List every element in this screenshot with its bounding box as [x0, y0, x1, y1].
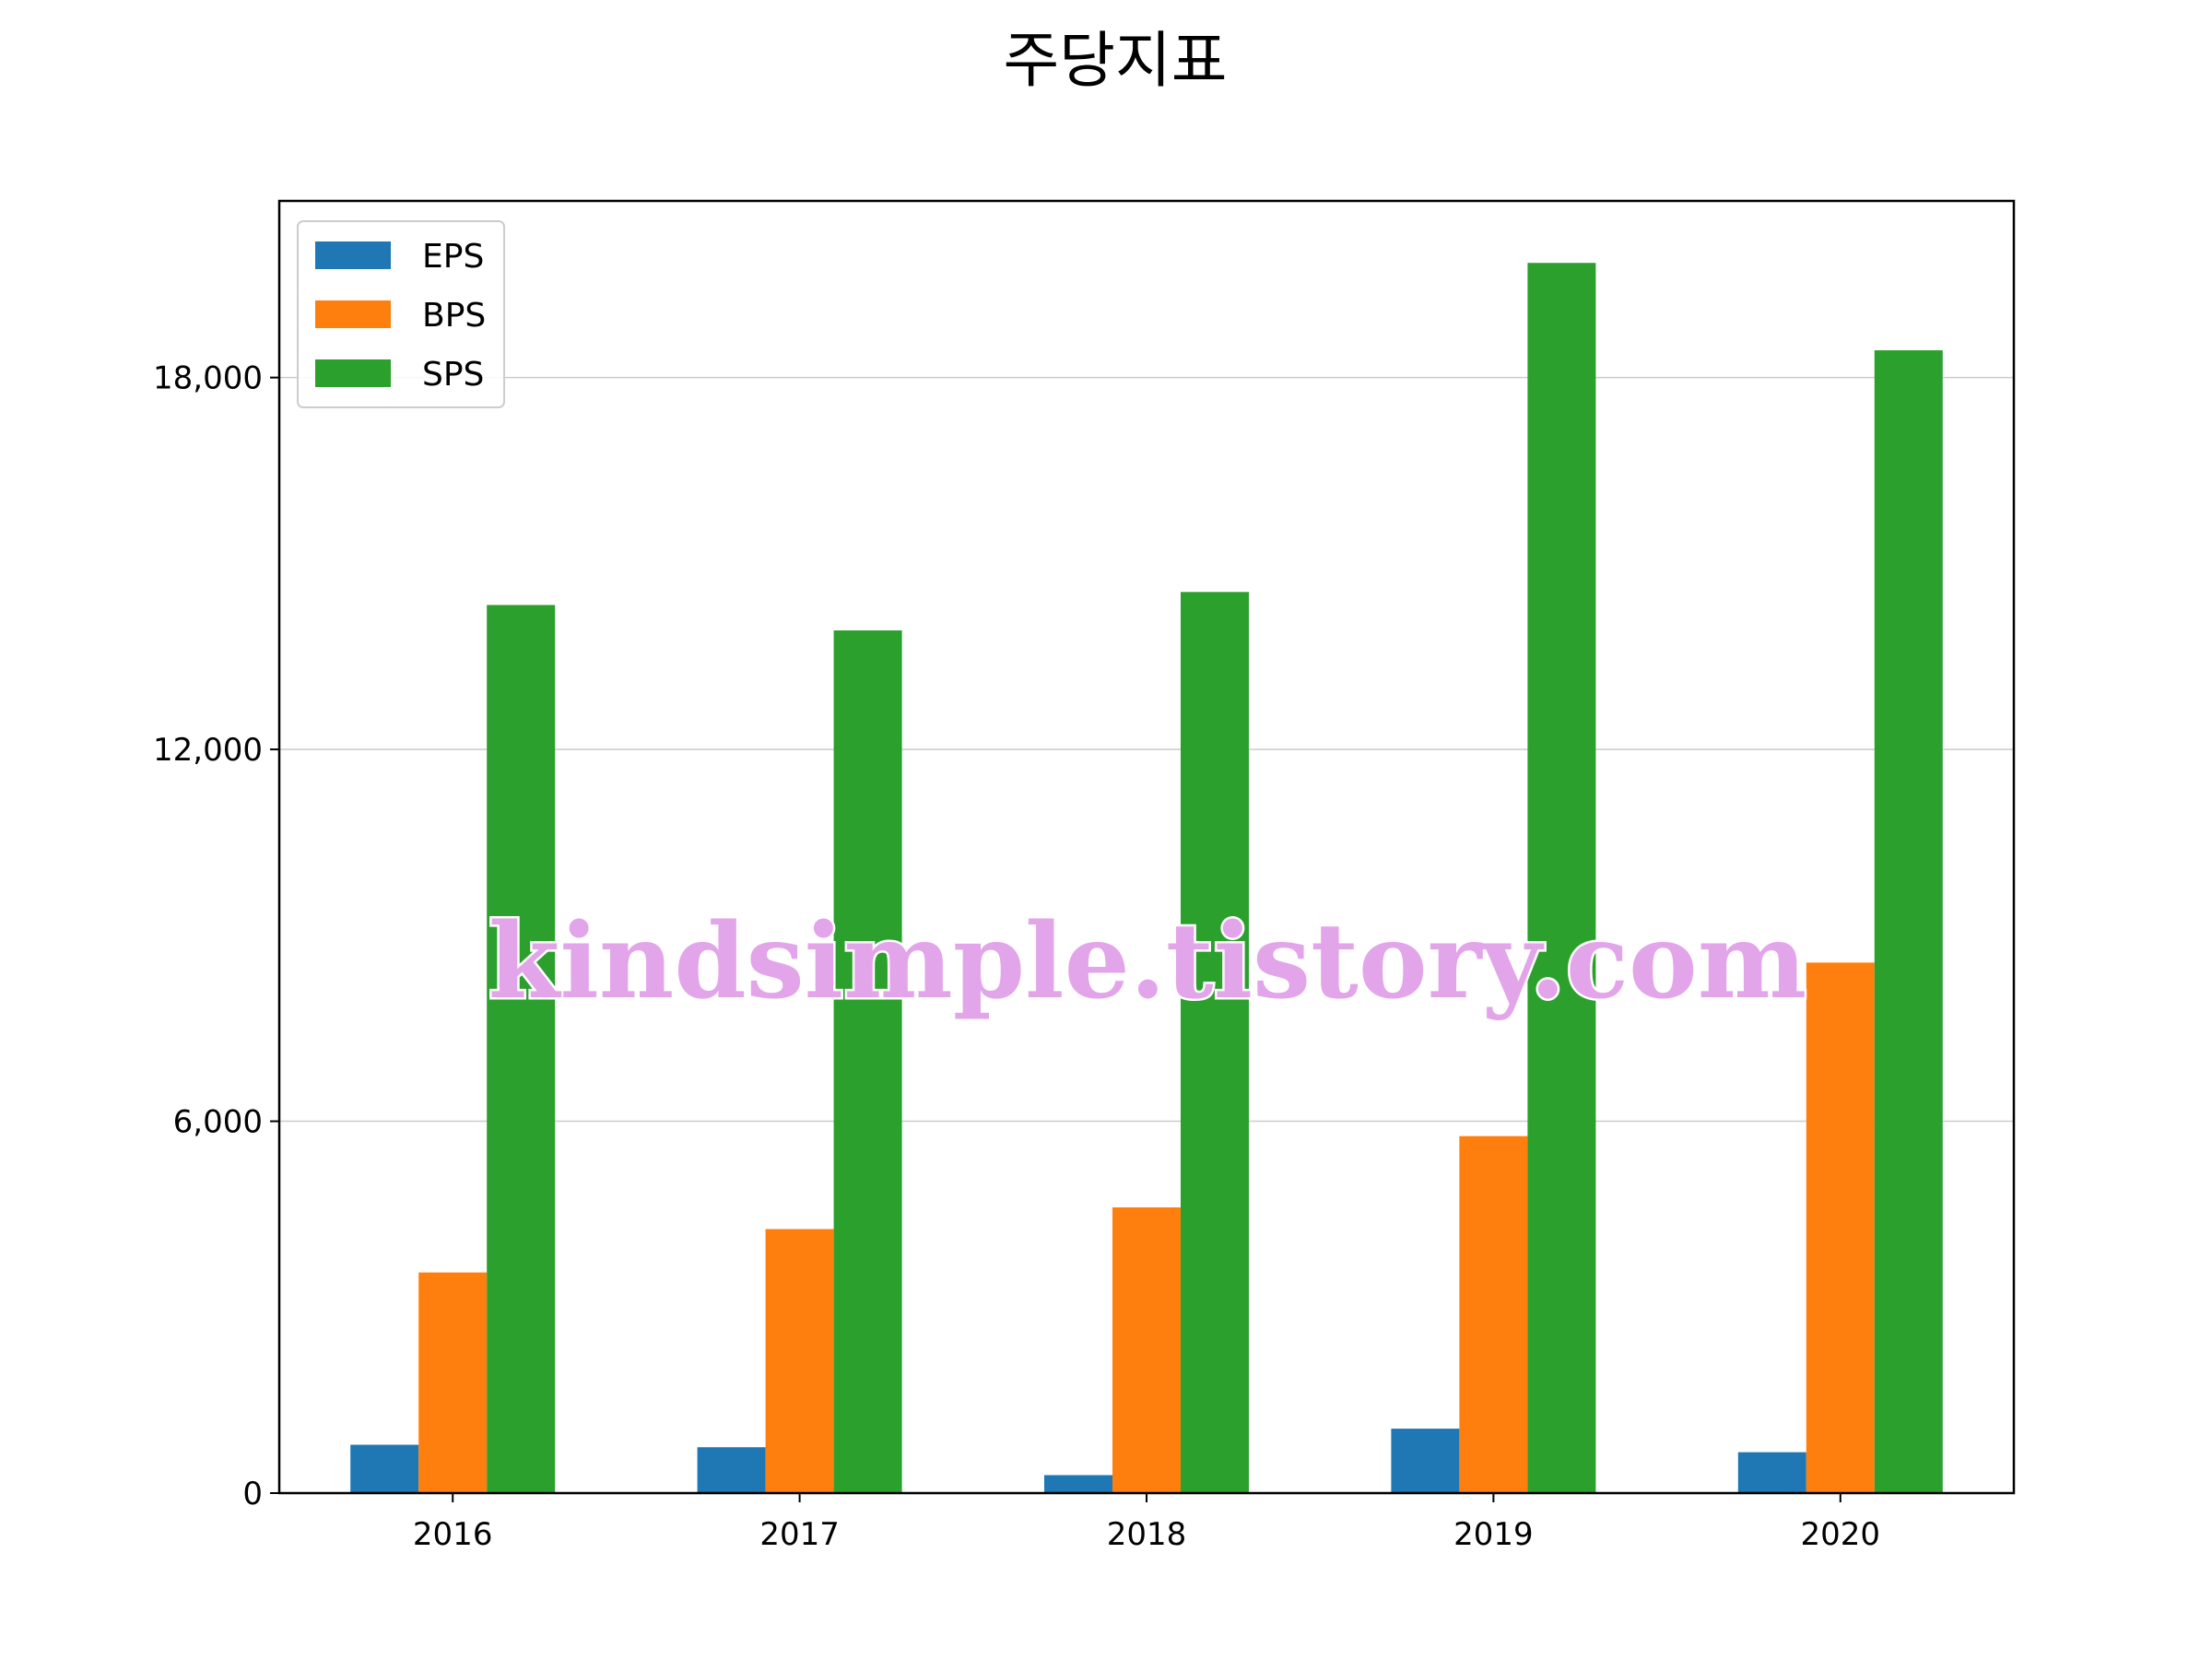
bars-group	[350, 263, 1943, 1494]
legend-label-eps: EPS	[422, 238, 484, 276]
x-tick-label: 2017	[759, 1516, 840, 1553]
chart-title: 주당지표	[1004, 25, 1228, 96]
x-tick-label: 2016	[413, 1516, 493, 1553]
bar-bps-2019	[1459, 1135, 1528, 1493]
bar-eps-2018	[1044, 1475, 1112, 1493]
y-tick-label: 0	[242, 1476, 263, 1512]
bar-sps-2018	[1181, 592, 1249, 1493]
x-tick-label: 2019	[1453, 1516, 1534, 1553]
bar-eps-2019	[1391, 1429, 1460, 1493]
bar-sps-2020	[1874, 350, 1943, 1493]
legend-swatch-sps	[315, 359, 391, 387]
watermark: kindsimple.tistory.com	[488, 901, 1807, 1022]
bar-bps-2016	[418, 1272, 488, 1493]
grid-lines	[279, 376, 2014, 1123]
bar-eps-2017	[697, 1447, 766, 1493]
legend-swatch-eps	[315, 241, 391, 269]
y-tick-label: 12,000	[153, 732, 263, 769]
bar-bps-2017	[765, 1229, 834, 1493]
bar-sps-2016	[487, 605, 556, 1493]
x-tick-label: 2020	[1801, 1516, 1881, 1553]
bar-bps-2018	[1112, 1207, 1181, 1493]
x-axis: 2016 2017 2018 2019 2020	[413, 1493, 1880, 1553]
y-axis: 0 6,000 12,000 18,000	[153, 360, 279, 1512]
bar-sps-2017	[833, 629, 902, 1493]
legend: EPS BPS SPS	[297, 220, 505, 408]
bar-sps-2019	[1527, 263, 1596, 1494]
legend-swatch-bps	[315, 300, 391, 328]
y-tick-label: 6,000	[173, 1104, 263, 1141]
bar-bps-2020	[1806, 962, 1875, 1493]
bar-eps-2020	[1737, 1452, 1806, 1493]
y-tick-label: 18,000	[153, 360, 263, 397]
x-tick-label: 2018	[1107, 1516, 1187, 1553]
legend-label-bps: BPS	[422, 297, 486, 335]
legend-label-sps: SPS	[422, 356, 484, 394]
bar-eps-2016	[350, 1444, 419, 1493]
